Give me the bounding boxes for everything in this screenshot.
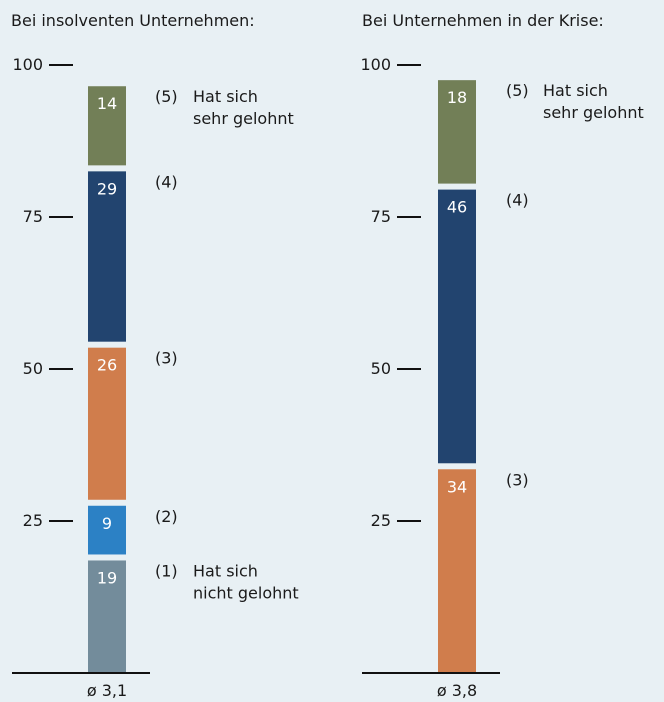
bar-segment-value-label: 34	[447, 477, 467, 496]
y-tick-label: 75	[371, 207, 391, 226]
segment-annotation-line: sehr gelohnt	[543, 103, 644, 122]
segment-annotation-line: sehr gelohnt	[193, 109, 294, 128]
segment-annotation-line: Hat sich	[193, 561, 258, 580]
bar-segment	[438, 469, 476, 673]
bar-segment	[88, 171, 126, 342]
segment-annotation-line: Hat sich	[543, 81, 608, 100]
bar-segment	[438, 189, 476, 464]
average-label: ø 3,1	[87, 681, 127, 700]
bar-segment-value-label: 29	[97, 179, 117, 198]
segment-category-label: (1)	[155, 561, 178, 580]
bar-segment-value-label: 19	[97, 568, 117, 587]
chart-panel-1: Bei insolventen Unternehmen: 25 50 75 100 19 (…	[11, 11, 299, 700]
bar-segment	[438, 80, 476, 184]
bar-segment-value-label: 46	[447, 198, 467, 217]
segment-category-label: (4)	[155, 172, 178, 191]
chart-panel-2: Bei Unternehmen in der Krise: 25 50 75 100 34…	[360, 11, 643, 700]
segment-annotation-line: nicht gelohnt	[193, 583, 299, 602]
bar-segment	[88, 505, 126, 555]
segment-category-label: (2)	[155, 507, 178, 526]
bar-segment	[88, 86, 126, 166]
bar-segment	[88, 560, 126, 673]
segment-category-label: (5)	[506, 81, 529, 100]
segment-category-label: (5)	[155, 87, 178, 106]
bar-segment-value-label: 9	[102, 514, 112, 533]
y-tick-label: 50	[371, 359, 391, 378]
bar-segment-value-label: 18	[447, 88, 467, 107]
chart-title: Bei insolventen Unternehmen:	[11, 11, 255, 30]
y-tick-label: 100	[12, 55, 43, 74]
segment-annotation-line: Hat sich	[193, 87, 258, 106]
average-label: ø 3,8	[437, 681, 477, 700]
y-tick-label: 100	[360, 55, 391, 74]
bar-segment	[88, 347, 126, 500]
segment-category-label: (3)	[506, 470, 529, 489]
chart-title: Bei Unternehmen in der Krise:	[362, 11, 604, 30]
y-tick-label: 25	[371, 511, 391, 530]
segment-category-label: (4)	[506, 191, 529, 210]
bar-segment-value-label: 26	[97, 356, 117, 375]
bar-segment-value-label: 14	[97, 94, 117, 113]
y-tick-label: 50	[23, 359, 43, 378]
y-tick-label: 25	[23, 511, 43, 530]
y-tick-label: 75	[23, 207, 43, 226]
segment-category-label: (3)	[155, 349, 178, 368]
